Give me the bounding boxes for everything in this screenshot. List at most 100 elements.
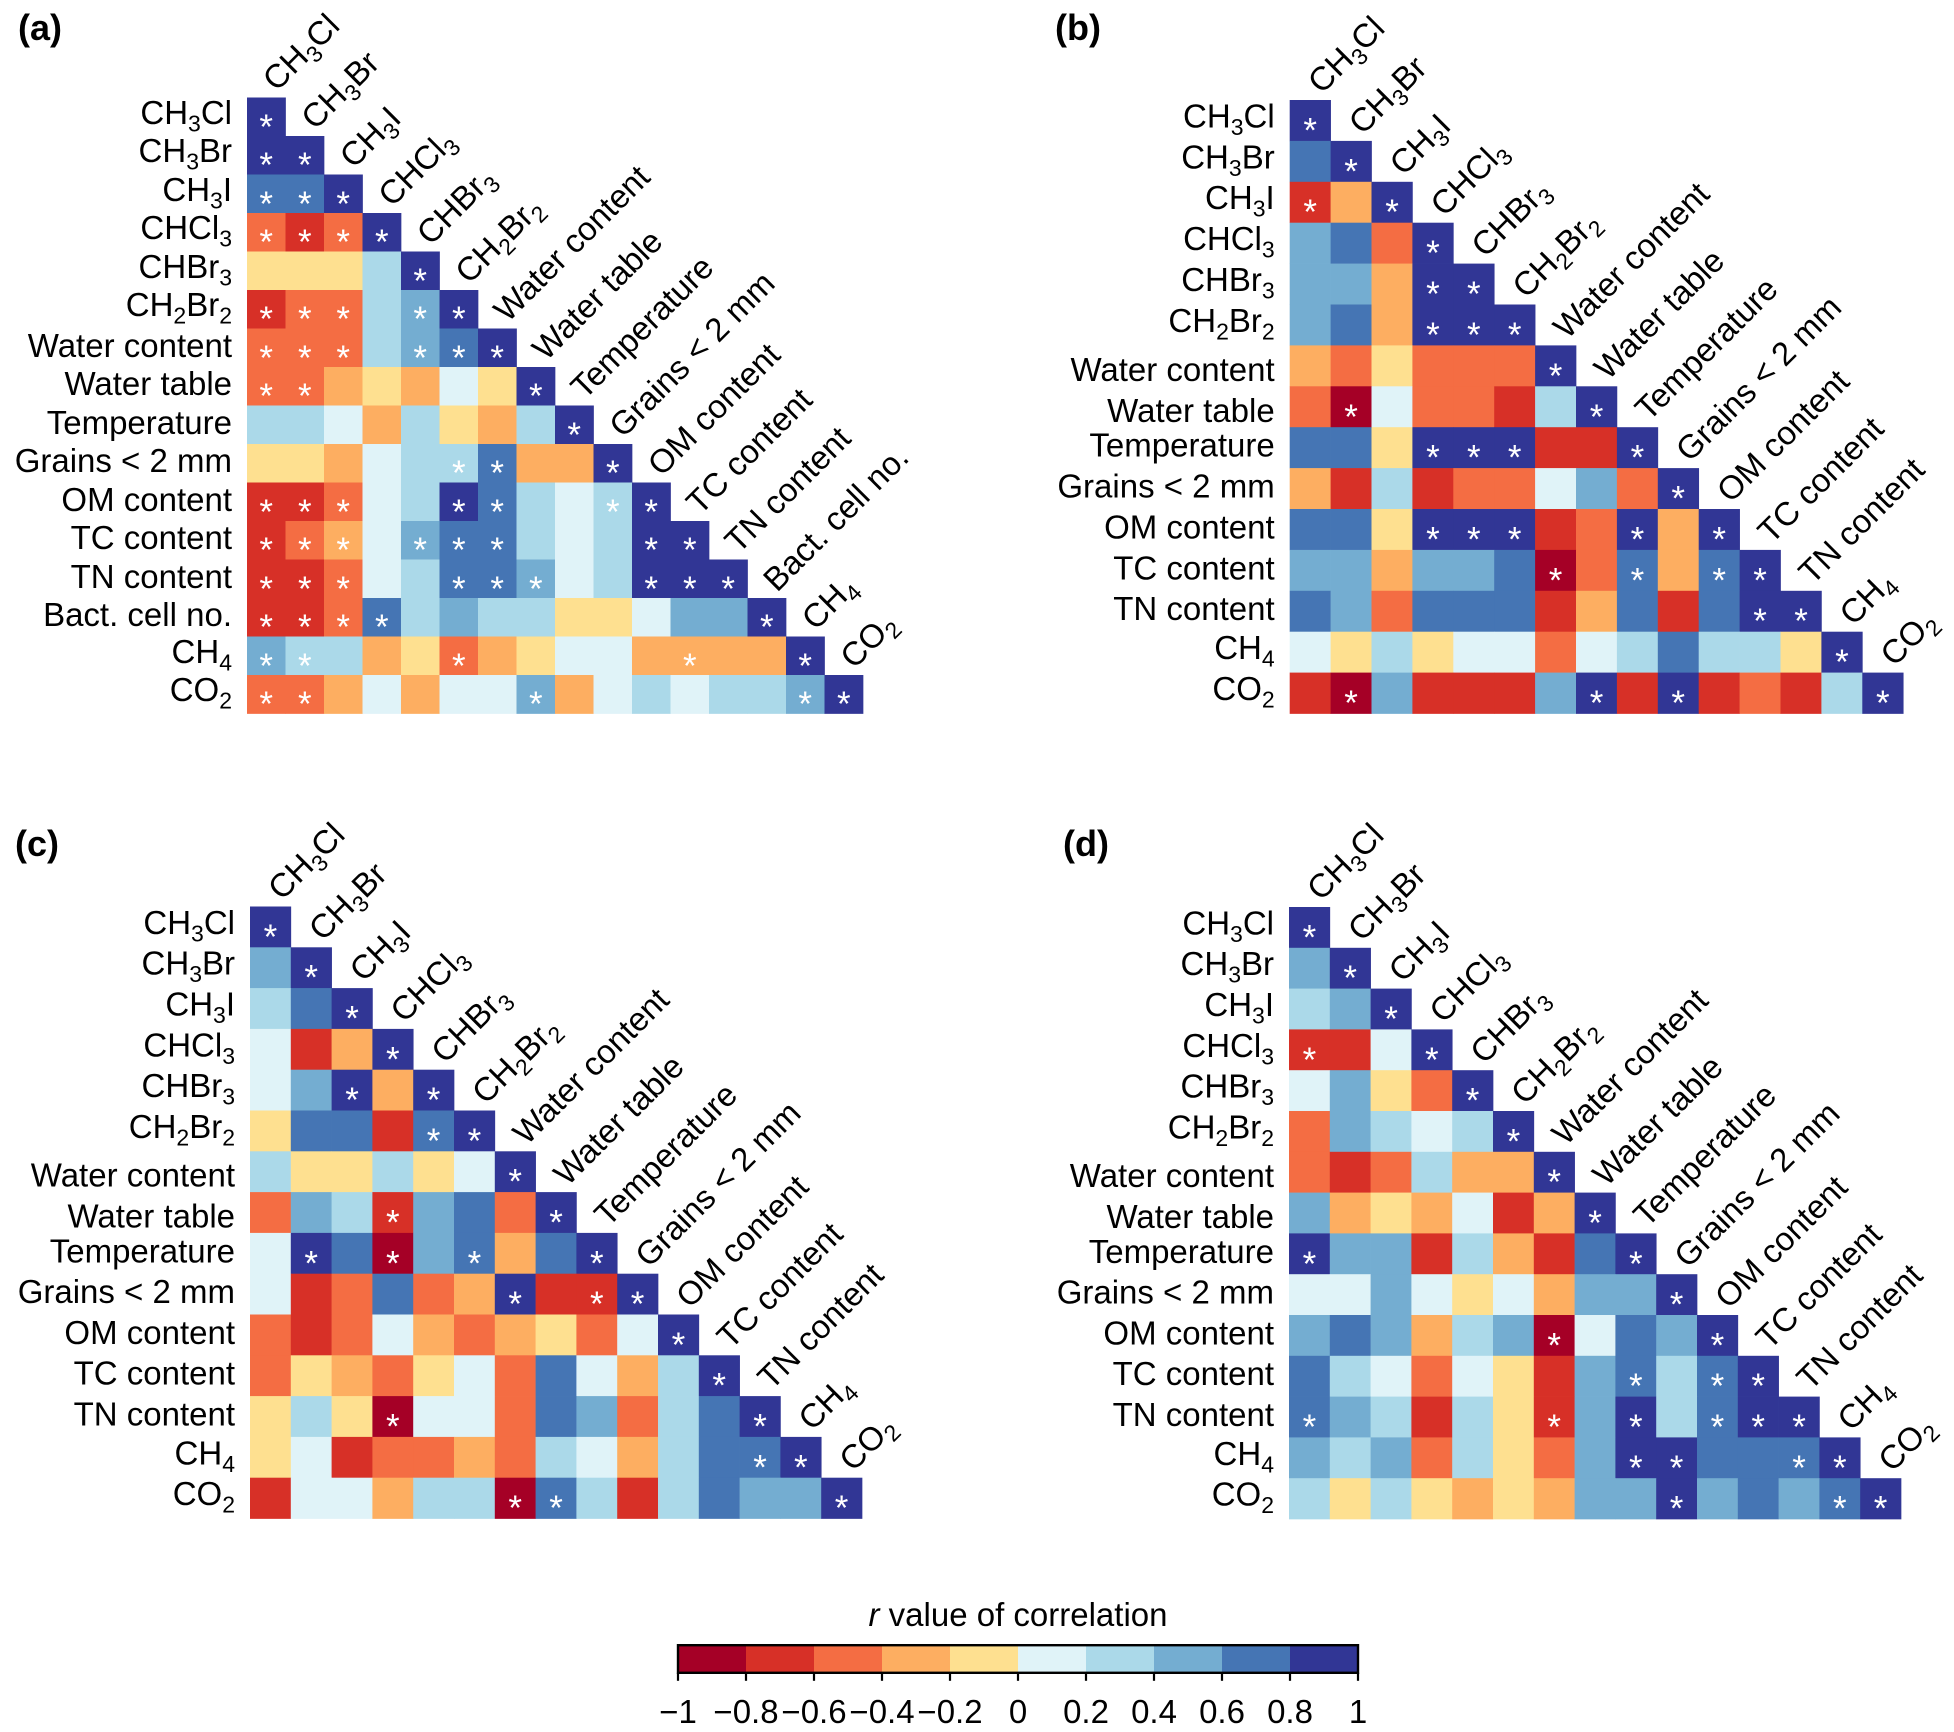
svg-text:*: * xyxy=(452,454,466,493)
svg-text:*: * xyxy=(508,1489,522,1528)
svg-text:*: * xyxy=(672,1326,686,1365)
svg-text:*: * xyxy=(837,685,851,724)
svg-text:*: * xyxy=(259,377,273,416)
svg-text:*: * xyxy=(336,608,350,647)
svg-text:*: * xyxy=(1671,480,1685,519)
svg-text:*: * xyxy=(264,918,278,957)
svg-text:CH3​I: CH3​I xyxy=(165,986,235,1029)
svg-text:*: * xyxy=(413,300,427,339)
svg-text:*: * xyxy=(1753,561,1767,600)
svg-text:*: * xyxy=(1629,1245,1643,1284)
svg-text:*: * xyxy=(1384,1000,1398,1039)
svg-text:*: * xyxy=(298,300,312,339)
svg-text:CHBr3​: CHBr3​ xyxy=(139,248,232,291)
svg-text:CHCl3​: CHCl3​ xyxy=(140,209,232,252)
svg-text:CHBr3​: CHBr3​ xyxy=(1181,1068,1274,1111)
svg-text:0.6: 0.6 xyxy=(1199,1693,1245,1727)
svg-text:*: * xyxy=(753,1408,767,1447)
svg-text:CH2​Br2​: CH2​Br2​ xyxy=(126,286,232,329)
svg-text:*: * xyxy=(1792,1449,1806,1488)
svg-text:TN content: TN content xyxy=(74,1396,235,1433)
svg-text:*: * xyxy=(1588,1204,1602,1243)
svg-text:*: * xyxy=(1751,1408,1765,1447)
svg-text:*: * xyxy=(345,1000,359,1039)
svg-text:*: * xyxy=(1631,439,1645,478)
svg-text:*: * xyxy=(1467,521,1481,560)
svg-text:CO2​: CO2​ xyxy=(1212,670,1274,713)
svg-text:CH3​Cl: CH3​Cl xyxy=(1183,98,1275,141)
svg-text:*: * xyxy=(298,339,312,378)
svg-text:*: * xyxy=(259,300,273,339)
svg-text:*: * xyxy=(606,493,620,532)
svg-text:Grains < 2 mm: Grains < 2 mm xyxy=(15,442,232,479)
svg-text:*: * xyxy=(468,1244,482,1283)
svg-text:CH3​I: CH3​I xyxy=(1204,986,1274,1029)
svg-text:TC content: TC content xyxy=(1113,549,1274,586)
svg-text:*: * xyxy=(1426,439,1440,478)
svg-text:*: * xyxy=(298,185,312,224)
svg-text:*: * xyxy=(413,262,427,301)
svg-text:OM content: OM content xyxy=(1104,509,1275,546)
svg-text:(a): (a) xyxy=(18,7,62,48)
svg-text:*: * xyxy=(452,339,466,378)
svg-text:r value of correlation: r value of correlation xyxy=(869,1596,1168,1633)
svg-text:*: * xyxy=(1835,643,1849,682)
svg-text:Water content: Water content xyxy=(1070,1157,1274,1194)
svg-text:*: * xyxy=(1547,1163,1561,1202)
svg-text:*: * xyxy=(375,223,389,262)
svg-text:(d): (d) xyxy=(1063,823,1109,864)
svg-text:CO2​: CO2​ xyxy=(173,1475,235,1518)
svg-text:*: * xyxy=(336,185,350,224)
svg-text:*: * xyxy=(1303,1408,1317,1447)
svg-text:*: * xyxy=(259,647,273,686)
svg-text:−0.2: −0.2 xyxy=(917,1693,982,1727)
svg-text:*: * xyxy=(529,570,543,609)
svg-text:*: * xyxy=(413,339,427,378)
svg-text:*: * xyxy=(1590,684,1604,723)
svg-text:*: * xyxy=(259,146,273,185)
svg-text:*: * xyxy=(1467,275,1481,314)
svg-text:*: * xyxy=(753,1448,767,1487)
svg-text:*: * xyxy=(644,531,658,570)
svg-text:TC content: TC content xyxy=(74,1355,235,1392)
svg-text:*: * xyxy=(1670,1449,1684,1488)
svg-text:CO2​: CO2​ xyxy=(170,671,232,714)
svg-text:*: * xyxy=(259,339,273,378)
svg-text:*: * xyxy=(490,570,504,609)
svg-text:*: * xyxy=(1467,439,1481,478)
svg-text:*: * xyxy=(1508,521,1522,560)
svg-text:*: * xyxy=(1344,398,1358,437)
svg-text:CH3​Br: CH3​Br xyxy=(1181,945,1274,988)
svg-text:*: * xyxy=(567,416,581,455)
svg-text:*: * xyxy=(606,454,620,493)
svg-text:*: * xyxy=(259,108,273,147)
svg-text:*: * xyxy=(1549,561,1563,600)
svg-text:CH3​I: CH3​I xyxy=(1205,179,1275,222)
svg-text:*: * xyxy=(529,685,543,724)
svg-text:*: * xyxy=(304,1244,318,1283)
svg-text:*: * xyxy=(1426,316,1440,355)
svg-text:*: * xyxy=(529,377,543,416)
svg-text:*: * xyxy=(1343,959,1357,998)
svg-text:*: * xyxy=(1792,1408,1806,1447)
svg-text:*: * xyxy=(1833,1449,1847,1488)
svg-text:*: * xyxy=(1712,561,1726,600)
svg-text:(b): (b) xyxy=(1055,7,1101,48)
svg-text:0.2: 0.2 xyxy=(1063,1693,1109,1727)
svg-text:CH3​Cl: CH3​Cl xyxy=(140,94,232,137)
svg-text:*: * xyxy=(1629,1408,1643,1447)
svg-text:*: * xyxy=(298,608,312,647)
svg-text:*: * xyxy=(644,570,658,609)
svg-text:0.8: 0.8 xyxy=(1267,1693,1313,1727)
svg-text:CH2​Br2​: CH2​Br2​ xyxy=(1168,302,1274,345)
svg-text:*: * xyxy=(794,1448,808,1487)
svg-text:*: * xyxy=(336,223,350,262)
svg-text:CH4​: CH4​ xyxy=(1214,1435,1275,1478)
svg-text:*: * xyxy=(427,1081,441,1120)
svg-text:*: * xyxy=(298,531,312,570)
svg-text:CH3​Cl: CH3​Cl xyxy=(1182,904,1274,947)
svg-text:*: * xyxy=(336,531,350,570)
svg-text:*: * xyxy=(1426,521,1440,560)
svg-text:*: * xyxy=(1344,152,1358,191)
svg-text:*: * xyxy=(427,1122,441,1161)
